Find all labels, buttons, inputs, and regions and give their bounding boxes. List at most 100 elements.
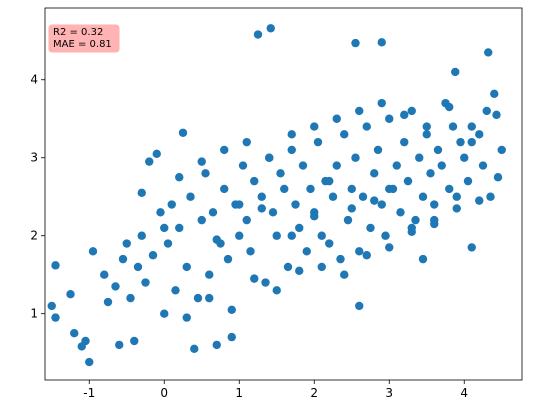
point	[355, 247, 364, 256]
point	[227, 305, 236, 315]
point	[452, 192, 461, 201]
point	[242, 137, 251, 147]
point	[437, 161, 446, 170]
point	[182, 313, 191, 322]
point	[160, 309, 169, 318]
point	[122, 239, 131, 248]
point	[208, 208, 218, 217]
point	[325, 239, 334, 248]
point	[486, 192, 495, 201]
point	[463, 176, 473, 186]
point	[475, 130, 484, 139]
point	[265, 153, 274, 162]
point	[456, 137, 465, 147]
x-tick-label: 1	[235, 386, 243, 400]
point	[295, 223, 304, 233]
point	[362, 251, 371, 260]
point	[370, 169, 379, 178]
point	[126, 293, 135, 303]
point	[201, 169, 210, 178]
plot-area	[47, 24, 506, 367]
point	[467, 243, 476, 252]
point	[310, 122, 319, 131]
point	[103, 297, 113, 307]
point	[118, 254, 128, 264]
point	[250, 176, 259, 186]
point	[484, 48, 493, 57]
axes-frame	[44, 7, 523, 381]
point	[242, 215, 251, 225]
point	[276, 169, 285, 178]
point	[373, 145, 383, 155]
point	[81, 336, 90, 346]
point	[227, 332, 236, 342]
point	[385, 243, 394, 252]
point	[426, 169, 435, 178]
point	[407, 106, 416, 116]
point	[70, 329, 79, 338]
point	[111, 282, 120, 291]
point	[266, 24, 275, 33]
point	[403, 176, 413, 186]
point	[452, 204, 461, 213]
point	[223, 254, 233, 264]
point	[171, 286, 180, 295]
point	[396, 208, 405, 217]
point	[407, 223, 416, 233]
point	[152, 149, 161, 159]
y-tick-label: 3	[30, 151, 38, 165]
point	[257, 192, 266, 201]
point	[445, 184, 454, 194]
y-tick-label: 4	[30, 73, 38, 87]
point	[100, 270, 109, 279]
point	[347, 184, 356, 194]
point	[448, 122, 458, 131]
point	[205, 293, 214, 303]
point	[186, 192, 195, 201]
point	[362, 122, 371, 131]
point	[178, 128, 188, 137]
point	[175, 223, 184, 233]
annotation: MAE = 0.81	[53, 39, 112, 50]
point	[306, 184, 315, 194]
point	[422, 122, 431, 131]
point	[235, 231, 244, 240]
point	[238, 161, 248, 170]
point	[283, 262, 293, 272]
point	[467, 137, 476, 147]
point	[430, 200, 439, 209]
point	[385, 114, 394, 123]
point	[478, 161, 488, 170]
point	[51, 261, 60, 270]
point	[340, 270, 349, 279]
point	[212, 235, 221, 244]
x-tick-label: 2	[310, 386, 318, 400]
point	[328, 192, 338, 201]
point	[137, 231, 146, 240]
point	[422, 130, 431, 139]
point	[137, 188, 146, 198]
point	[145, 157, 154, 166]
point	[411, 215, 420, 225]
point	[141, 278, 150, 287]
point	[351, 153, 360, 162]
x-tick-label: 0	[160, 386, 168, 400]
point	[295, 266, 304, 276]
point	[400, 110, 409, 120]
point	[167, 200, 176, 209]
point	[392, 161, 401, 170]
x-tick-label: 3	[385, 386, 393, 400]
point	[85, 357, 94, 367]
point	[280, 184, 289, 194]
point	[370, 196, 379, 205]
point	[493, 173, 503, 182]
point	[182, 262, 191, 272]
point	[340, 130, 349, 139]
point	[355, 106, 364, 116]
point	[197, 215, 206, 225]
point	[497, 145, 506, 155]
point	[415, 153, 424, 162]
point	[475, 196, 484, 205]
point	[272, 231, 281, 240]
